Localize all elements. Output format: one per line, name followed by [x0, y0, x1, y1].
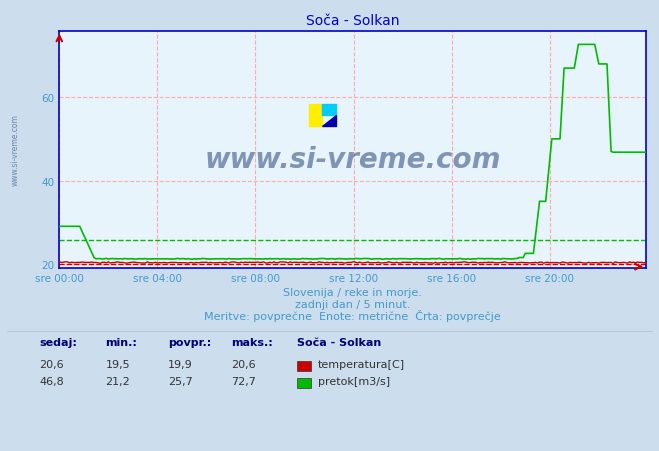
- Text: 19,9: 19,9: [168, 359, 193, 369]
- Text: 19,5: 19,5: [105, 359, 130, 369]
- Text: 72,7: 72,7: [231, 376, 256, 386]
- Text: Soča - Solkan: Soča - Solkan: [297, 337, 381, 347]
- Text: 25,7: 25,7: [168, 376, 193, 386]
- Text: sedaj:: sedaj:: [40, 337, 77, 347]
- Text: 21,2: 21,2: [105, 376, 130, 386]
- Text: pretok[m3/s]: pretok[m3/s]: [318, 376, 389, 386]
- Text: Meritve: povprečne  Enote: metrične  Črta: povprečje: Meritve: povprečne Enote: metrične Črta:…: [204, 310, 501, 322]
- Text: www.si-vreme.com: www.si-vreme.com: [204, 146, 501, 173]
- Bar: [308, 105, 322, 126]
- Text: temperatura[C]: temperatura[C]: [318, 359, 405, 369]
- Text: www.si-vreme.com: www.si-vreme.com: [11, 114, 20, 186]
- Title: Soča - Solkan: Soča - Solkan: [306, 14, 399, 28]
- Polygon shape: [322, 115, 335, 126]
- Text: Slovenija / reke in morje.: Slovenija / reke in morje.: [283, 287, 422, 297]
- Text: min.:: min.:: [105, 337, 137, 347]
- Text: 20,6: 20,6: [40, 359, 64, 369]
- Text: 46,8: 46,8: [40, 376, 65, 386]
- Text: 20,6: 20,6: [231, 359, 255, 369]
- Bar: [322, 105, 335, 115]
- Text: maks.:: maks.:: [231, 337, 272, 347]
- Text: povpr.:: povpr.:: [168, 337, 212, 347]
- Text: zadnji dan / 5 minut.: zadnji dan / 5 minut.: [295, 299, 411, 309]
